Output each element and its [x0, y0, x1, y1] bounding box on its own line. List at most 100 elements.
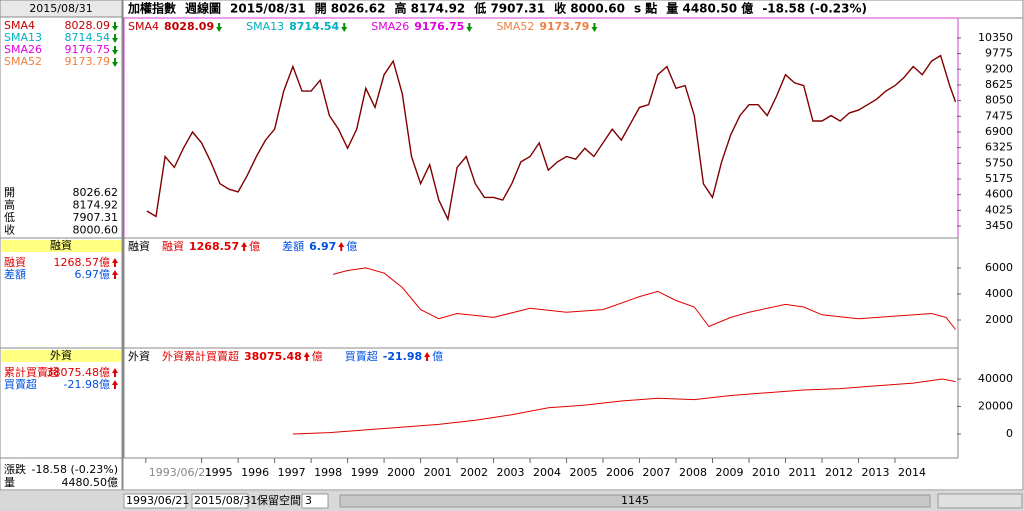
series-line [292, 378, 956, 435]
sma-name: SMA13 [4, 31, 42, 44]
x-tick-label: 2004 [533, 466, 561, 479]
y-tick-label: 40000 [978, 372, 1013, 385]
footer-count: 1145 [621, 494, 649, 507]
header-close: 收 8000.60 [554, 1, 625, 16]
reserve-box[interactable] [301, 493, 329, 509]
ohlc-label: 高 [4, 198, 15, 212]
y-tick-label: 9775 [985, 47, 1013, 60]
row-label: 累計買賣超 [4, 365, 59, 379]
ohlc-value: 8174.92 [73, 199, 119, 212]
ohlc-value: 8026.62 [73, 186, 119, 199]
arrow-icon [112, 270, 118, 279]
header-change: -18.58 (-0.23%) [762, 2, 867, 16]
arrow-icon [112, 380, 118, 389]
x-tick-label: 2009 [716, 466, 744, 479]
summary-label: 漲跌 [4, 462, 26, 476]
y-tick-label: 8625 [985, 78, 1013, 91]
legend-unit: 億 [432, 350, 443, 363]
footer-reserve-value: 3 [305, 494, 312, 507]
ohlc-value: 7907.31 [73, 211, 119, 224]
header-name: 加權指數 [127, 1, 176, 16]
section-header: 融資 [50, 239, 72, 252]
x-tick-label: 2010 [752, 466, 780, 479]
legend-label: SMA26 [371, 20, 409, 33]
ohlc-value: 8000.60 [73, 224, 119, 237]
x-tick-label: 1996 [241, 466, 269, 479]
margin-header-band [1, 240, 121, 252]
sidebar-date: 2015/08/31 [29, 2, 92, 15]
legend-label: SMA4 [128, 20, 159, 33]
start-date-box[interactable] [123, 493, 187, 509]
header-low: 低 7907.31 [473, 1, 545, 16]
sma-name: SMA52 [4, 55, 42, 68]
header-unit: s 點 [634, 1, 657, 16]
legend-unit: 億 [312, 350, 323, 363]
summary-value: -18.58 (-0.23%) [32, 463, 118, 476]
panel-title: 外資 [128, 350, 150, 363]
x-tick-label: 2003 [497, 466, 525, 479]
legend-label: 外資累計買賣超 [162, 349, 239, 363]
legend-value: 9173.79 [539, 20, 589, 33]
header-volume: 量 4480.50 億 [666, 1, 753, 16]
row-value: 38075.48億 [47, 366, 111, 379]
arrow-icon [216, 23, 223, 32]
sma-name: SMA26 [4, 43, 42, 56]
series-line [146, 54, 957, 222]
y-tick-label: 8050 [985, 94, 1013, 107]
row-label: 融資 [4, 256, 26, 269]
x-tick-label: 2011 [788, 466, 816, 479]
footer-start: 1993/06/21 [126, 494, 189, 507]
chart-frame [122, 17, 1024, 491]
y-tick-label: 5750 [985, 156, 1013, 169]
scrollbar[interactable] [339, 494, 931, 508]
legend-unit: 億 [249, 240, 260, 253]
ohlc-label: 低 [4, 211, 15, 224]
summary-label: 量 [4, 476, 15, 489]
section-header: 外資 [50, 349, 72, 362]
series-line [332, 267, 956, 330]
x-tick-label: 2012 [825, 466, 853, 479]
footer-end: 2015/08/31 [194, 494, 257, 507]
x-tick-label: 2002 [460, 466, 488, 479]
x-tick-label: 2014 [898, 466, 926, 479]
arrow-icon [112, 22, 118, 31]
x-tick-label: 1999 [351, 466, 379, 479]
x-tick-label: 2013 [861, 466, 889, 479]
legend-label: SMA13 [246, 20, 284, 33]
ohlc-label: 收 [4, 223, 15, 237]
sma-value: 9173.79 [65, 55, 111, 68]
header-period: 週線圖 [185, 1, 221, 16]
row-value: 6.97億 [75, 268, 111, 281]
x-tick-label: 2007 [643, 466, 671, 479]
header-date: 2015/08/31 [230, 2, 306, 16]
legend-value: 38075.48 [244, 350, 302, 363]
end-date-box[interactable] [191, 493, 249, 509]
x-tick-label: 2005 [570, 466, 598, 479]
legend-value: 9176.75 [414, 20, 464, 33]
x-tick-label: 1993/06/21 [149, 466, 212, 479]
y-tick-label: 6325 [985, 141, 1013, 154]
arrow-icon [303, 352, 310, 361]
legend-value: 1268.57 [189, 240, 239, 253]
x-tick-label: 1998 [314, 466, 342, 479]
x-tick-label: 2000 [387, 466, 415, 479]
legend-label: 買賣超 [345, 349, 378, 363]
arrow-icon [341, 23, 348, 32]
x-tick-label: 2008 [679, 466, 707, 479]
foreign-header-band [1, 350, 121, 362]
y-tick-label: 6000 [985, 261, 1013, 274]
sidebar-foreign [0, 347, 123, 459]
header-high: 高 8174.92 [394, 1, 465, 16]
arrow-icon [112, 258, 118, 267]
y-tick-label: 5175 [985, 172, 1013, 185]
legend-value: -21.98 [383, 350, 422, 363]
arrow-icon [338, 242, 345, 251]
arrow-icon [112, 58, 118, 67]
y-tick-label: 9200 [985, 62, 1013, 75]
legend-label: 差額 [282, 239, 304, 253]
toolbar-buttons[interactable] [937, 493, 1023, 509]
y-tick-label: 4025 [985, 203, 1013, 216]
y-tick-label: 4600 [985, 188, 1013, 201]
y-tick-label: 6900 [985, 125, 1013, 138]
